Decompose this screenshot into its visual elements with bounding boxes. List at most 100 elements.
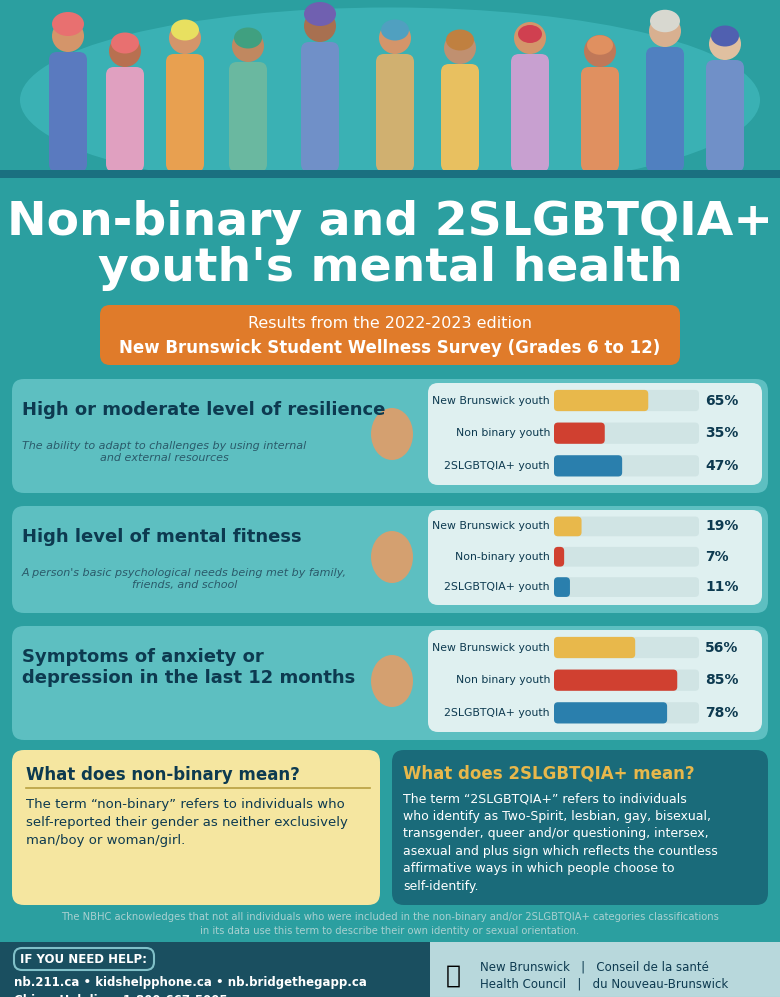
Ellipse shape (381, 20, 409, 41)
Ellipse shape (514, 22, 546, 54)
Ellipse shape (446, 30, 474, 51)
FancyBboxPatch shape (49, 52, 87, 172)
FancyBboxPatch shape (392, 750, 768, 905)
FancyBboxPatch shape (554, 547, 564, 566)
Ellipse shape (109, 35, 141, 67)
FancyBboxPatch shape (554, 670, 677, 691)
FancyBboxPatch shape (554, 577, 570, 597)
Text: New Brunswick youth: New Brunswick youth (432, 521, 550, 531)
Text: 2SLGBTQIA+ youth: 2SLGBTQIA+ youth (445, 708, 550, 718)
FancyBboxPatch shape (12, 506, 768, 613)
FancyBboxPatch shape (554, 577, 699, 597)
Bar (0, 0, 780, 178)
Text: nb.211.ca • kidshelpphone.ca • nb.bridgethegapp.ca: nb.211.ca • kidshelpphone.ca • nb.bridge… (14, 976, 367, 989)
Text: 78%: 78% (705, 706, 739, 720)
FancyBboxPatch shape (12, 379, 768, 493)
FancyBboxPatch shape (554, 637, 699, 658)
FancyBboxPatch shape (357, 630, 427, 732)
Bar (0, 745, 780, 760)
Ellipse shape (518, 25, 542, 43)
Text: Non-binary youth: Non-binary youth (456, 551, 550, 561)
Bar (0, 178, 780, 305)
FancyBboxPatch shape (554, 423, 699, 444)
FancyBboxPatch shape (357, 383, 427, 485)
Ellipse shape (371, 408, 413, 460)
Ellipse shape (20, 8, 760, 192)
Ellipse shape (709, 28, 741, 60)
Text: 🌿: 🌿 (446, 964, 461, 988)
FancyBboxPatch shape (106, 67, 144, 172)
Text: 19%: 19% (705, 519, 739, 533)
Text: The ability to adapt to challenges by using internal
and external resources: The ability to adapt to challenges by us… (22, 441, 307, 463)
Text: 7%: 7% (705, 549, 729, 563)
FancyBboxPatch shape (357, 510, 427, 605)
Ellipse shape (371, 531, 413, 583)
Text: What does 2SLGBTQIA+ mean?: What does 2SLGBTQIA+ mean? (403, 764, 695, 782)
FancyBboxPatch shape (554, 456, 699, 477)
FancyBboxPatch shape (554, 423, 604, 444)
Text: New Brunswick   |   Conseil de la santé: New Brunswick | Conseil de la santé (480, 960, 709, 973)
FancyBboxPatch shape (12, 626, 768, 740)
Text: New Brunswick youth: New Brunswick youth (432, 396, 550, 406)
Text: New Brunswick youth: New Brunswick youth (432, 642, 550, 652)
FancyBboxPatch shape (554, 390, 648, 411)
FancyBboxPatch shape (554, 516, 582, 536)
Text: 11%: 11% (705, 580, 739, 594)
FancyBboxPatch shape (554, 456, 622, 477)
FancyBboxPatch shape (100, 305, 680, 365)
Text: Symptoms of anxiety or
depression in the last 12 months: Symptoms of anxiety or depression in the… (22, 648, 355, 687)
Ellipse shape (304, 10, 336, 42)
FancyBboxPatch shape (581, 67, 619, 172)
Bar (430, 942, 780, 997)
FancyBboxPatch shape (554, 702, 667, 724)
Text: 47%: 47% (705, 459, 739, 473)
FancyBboxPatch shape (428, 383, 762, 485)
FancyBboxPatch shape (428, 630, 762, 732)
Text: High or moderate level of resilience: High or moderate level of resilience (22, 401, 385, 419)
Ellipse shape (444, 32, 476, 64)
FancyBboxPatch shape (511, 54, 549, 172)
Text: IF YOU NEED HELP:: IF YOU NEED HELP: (20, 952, 147, 965)
FancyBboxPatch shape (554, 637, 635, 658)
FancyBboxPatch shape (14, 948, 154, 970)
Bar (0, 942, 430, 997)
Ellipse shape (111, 33, 139, 54)
Text: A person's basic psychological needs being met by family,
friends, and school: A person's basic psychological needs bei… (22, 568, 347, 589)
Ellipse shape (379, 22, 411, 54)
FancyBboxPatch shape (229, 62, 267, 172)
FancyBboxPatch shape (301, 42, 339, 172)
Text: 56%: 56% (705, 640, 739, 654)
Text: Non-binary and 2SLGBTQIA+: Non-binary and 2SLGBTQIA+ (7, 199, 773, 244)
Ellipse shape (232, 30, 264, 62)
Text: 65%: 65% (705, 394, 739, 408)
Ellipse shape (171, 20, 199, 41)
FancyBboxPatch shape (706, 60, 744, 172)
Ellipse shape (711, 26, 739, 47)
FancyBboxPatch shape (376, 54, 414, 172)
FancyBboxPatch shape (554, 516, 699, 536)
FancyBboxPatch shape (428, 510, 762, 605)
Text: Non binary youth: Non binary youth (456, 428, 550, 439)
Text: New Brunswick Student Wellness Survey (Grades 6 to 12): New Brunswick Student Wellness Survey (G… (119, 339, 661, 357)
FancyBboxPatch shape (166, 54, 204, 172)
Text: youth's mental health: youth's mental health (98, 245, 682, 290)
FancyBboxPatch shape (554, 670, 699, 691)
Bar (0, 170, 780, 178)
Text: Results from the 2022-2023 edition: Results from the 2022-2023 edition (248, 315, 532, 330)
FancyBboxPatch shape (12, 750, 380, 905)
Text: What does non-binary mean?: What does non-binary mean? (26, 766, 300, 784)
FancyBboxPatch shape (646, 47, 684, 172)
FancyBboxPatch shape (554, 547, 699, 566)
Text: 35%: 35% (705, 426, 739, 441)
Text: The term “2SLGBTQIA+” refers to individuals
who identify as Two-Spirit, lesbian,: The term “2SLGBTQIA+” refers to individu… (403, 792, 718, 892)
Ellipse shape (587, 35, 613, 55)
Text: The NBHC acknowledges that not all individuals who were included in the non-bina: The NBHC acknowledges that not all indiv… (61, 912, 719, 936)
Ellipse shape (371, 655, 413, 707)
Text: Non binary youth: Non binary youth (456, 675, 550, 685)
Text: High level of mental fitness: High level of mental fitness (22, 528, 302, 546)
Text: 2SLGBTQIA+ youth: 2SLGBTQIA+ youth (445, 582, 550, 592)
Ellipse shape (52, 12, 84, 36)
Ellipse shape (169, 22, 201, 54)
Ellipse shape (234, 28, 262, 49)
Text: Health Council   |   du Nouveau-Brunswick: Health Council | du Nouveau-Brunswick (480, 977, 729, 990)
